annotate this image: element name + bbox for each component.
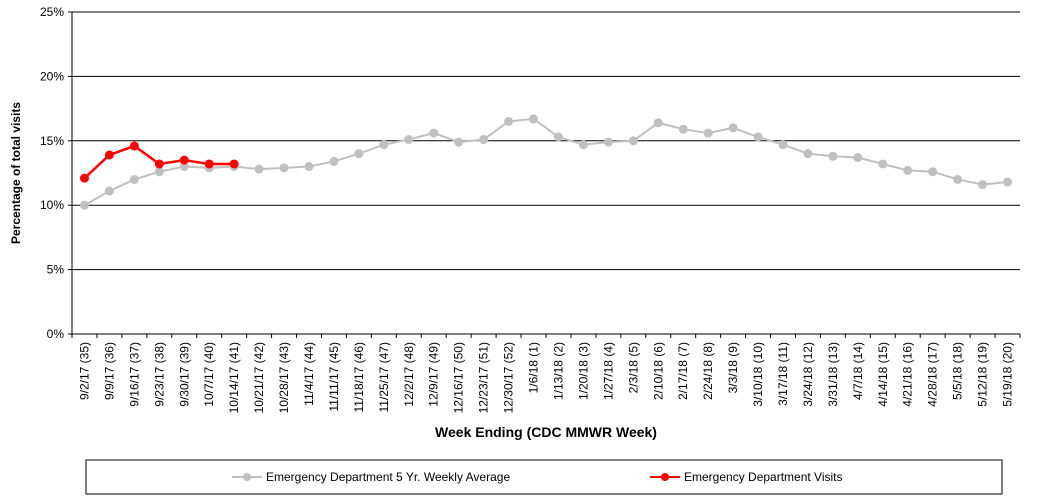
x-tick-label: 9/30/17 (39) — [177, 342, 191, 407]
x-tick-label: 10/14/17 (41) — [227, 342, 241, 413]
data-point — [978, 180, 988, 190]
data-point — [129, 174, 139, 184]
data-point — [104, 150, 114, 160]
data-point — [529, 114, 539, 124]
data-point — [379, 140, 389, 150]
x-tick-label: 2/10/18 (6) — [651, 342, 665, 400]
data-point — [229, 159, 239, 169]
x-tick-label: 9/16/17 (37) — [127, 342, 141, 407]
data-point — [703, 128, 713, 138]
x-tick-label: 4/7/18 (14) — [851, 342, 865, 400]
data-point — [1003, 177, 1013, 187]
data-point — [728, 123, 738, 133]
legend-label: Emergency Department Visits — [684, 470, 843, 484]
data-point — [778, 140, 788, 150]
x-tick-label: 11/18/17 (46) — [352, 342, 366, 413]
x-tick-label: 1/27/18 (4) — [601, 342, 615, 400]
x-tick-label: 1/20/18 (3) — [576, 342, 590, 400]
x-tick-label: 4/14/18 (15) — [876, 342, 890, 407]
legend-marker — [243, 473, 251, 481]
x-tick-label: 10/21/17 (42) — [252, 342, 266, 413]
legend-label: Emergency Department 5 Yr. Weekly Averag… — [266, 470, 510, 484]
x-tick-label: 3/10/18 (10) — [751, 342, 765, 407]
x-tick-label: 11/25/17 (47) — [377, 342, 391, 413]
data-point — [154, 159, 164, 169]
x-tick-label: 3/31/18 (13) — [826, 342, 840, 407]
x-tick-label: 1/6/18 (1) — [527, 342, 541, 393]
data-point — [79, 200, 89, 210]
x-tick-label: 3/24/18 (12) — [801, 342, 815, 407]
data-point — [753, 132, 763, 142]
data-point — [129, 141, 139, 151]
data-point — [553, 132, 563, 142]
x-tick-label: 5/19/18 (20) — [1001, 342, 1015, 407]
y-axis-label: Percentage of total visits — [9, 102, 23, 244]
x-tick-label: 9/9/17 (36) — [102, 342, 116, 400]
x-tick-label: 4/21/18 (16) — [901, 342, 915, 407]
data-point — [79, 173, 89, 183]
data-point — [104, 186, 114, 196]
y-tick-label: 10% — [40, 198, 64, 212]
y-tick-label: 20% — [40, 69, 64, 83]
x-tick-label: 9/23/17 (38) — [152, 342, 166, 407]
data-point — [429, 128, 439, 138]
data-point — [479, 135, 489, 145]
legend-box — [85, 459, 1003, 495]
legend-marker — [661, 473, 669, 481]
x-tick-label: 2/3/18 (5) — [626, 342, 640, 393]
data-point — [653, 118, 663, 128]
x-tick-label: 12/23/17 (51) — [477, 342, 491, 413]
data-point — [329, 156, 339, 166]
x-tick-label: 10/28/17 (43) — [277, 342, 291, 413]
data-point — [853, 153, 863, 163]
y-tick-label: 0% — [47, 327, 65, 341]
x-tick-label: 2/17/18 (7) — [676, 342, 690, 400]
data-point — [179, 155, 189, 165]
y-tick-label: 25% — [40, 5, 64, 19]
x-tick-label: 5/5/18 (18) — [951, 342, 965, 400]
data-point — [454, 137, 464, 147]
x-tick-label: 5/12/18 (19) — [976, 342, 990, 407]
data-point — [928, 167, 938, 177]
data-point — [803, 149, 813, 159]
data-point — [603, 137, 613, 147]
data-point — [354, 149, 364, 159]
x-tick-label: 12/16/17 (50) — [452, 342, 466, 413]
x-tick-label: 12/30/17 (52) — [502, 342, 516, 413]
x-tick-label: 11/4/17 (44) — [302, 342, 316, 406]
x-tick-label: 10/7/17 (40) — [202, 342, 216, 407]
data-point — [628, 136, 638, 146]
data-point — [878, 159, 888, 169]
data-point — [404, 135, 414, 145]
data-point — [678, 124, 688, 134]
data-point — [828, 151, 838, 161]
x-tick-label: 3/17/18 (11) — [776, 342, 790, 406]
data-point — [953, 174, 963, 184]
x-tick-label: 4/28/18 (17) — [926, 342, 940, 407]
data-point — [279, 163, 289, 173]
x-tick-label: 11/11/17 (45) — [327, 342, 341, 412]
data-point — [254, 164, 264, 174]
data-point — [504, 116, 514, 126]
data-point — [903, 165, 913, 175]
x-tick-label: 2/24/18 (8) — [701, 342, 715, 400]
y-tick-label: 5% — [47, 263, 65, 277]
x-tick-label: 9/2/17 (35) — [77, 342, 91, 400]
data-point — [179, 162, 189, 172]
series-line — [83, 117, 1008, 207]
y-tick-label: 15% — [40, 134, 64, 148]
x-axis-label: Week Ending (CDC MMWR Week) — [435, 424, 657, 440]
data-point — [578, 140, 588, 150]
x-tick-label: 1/13/18 (2) — [551, 342, 565, 400]
data-point — [154, 167, 164, 177]
x-tick-label: 3/3/18 (9) — [726, 342, 740, 393]
x-tick-label: 12/9/17 (49) — [427, 342, 441, 407]
data-point — [204, 159, 214, 169]
data-point — [304, 162, 314, 172]
x-tick-label: 12/2/17 (48) — [402, 342, 416, 407]
